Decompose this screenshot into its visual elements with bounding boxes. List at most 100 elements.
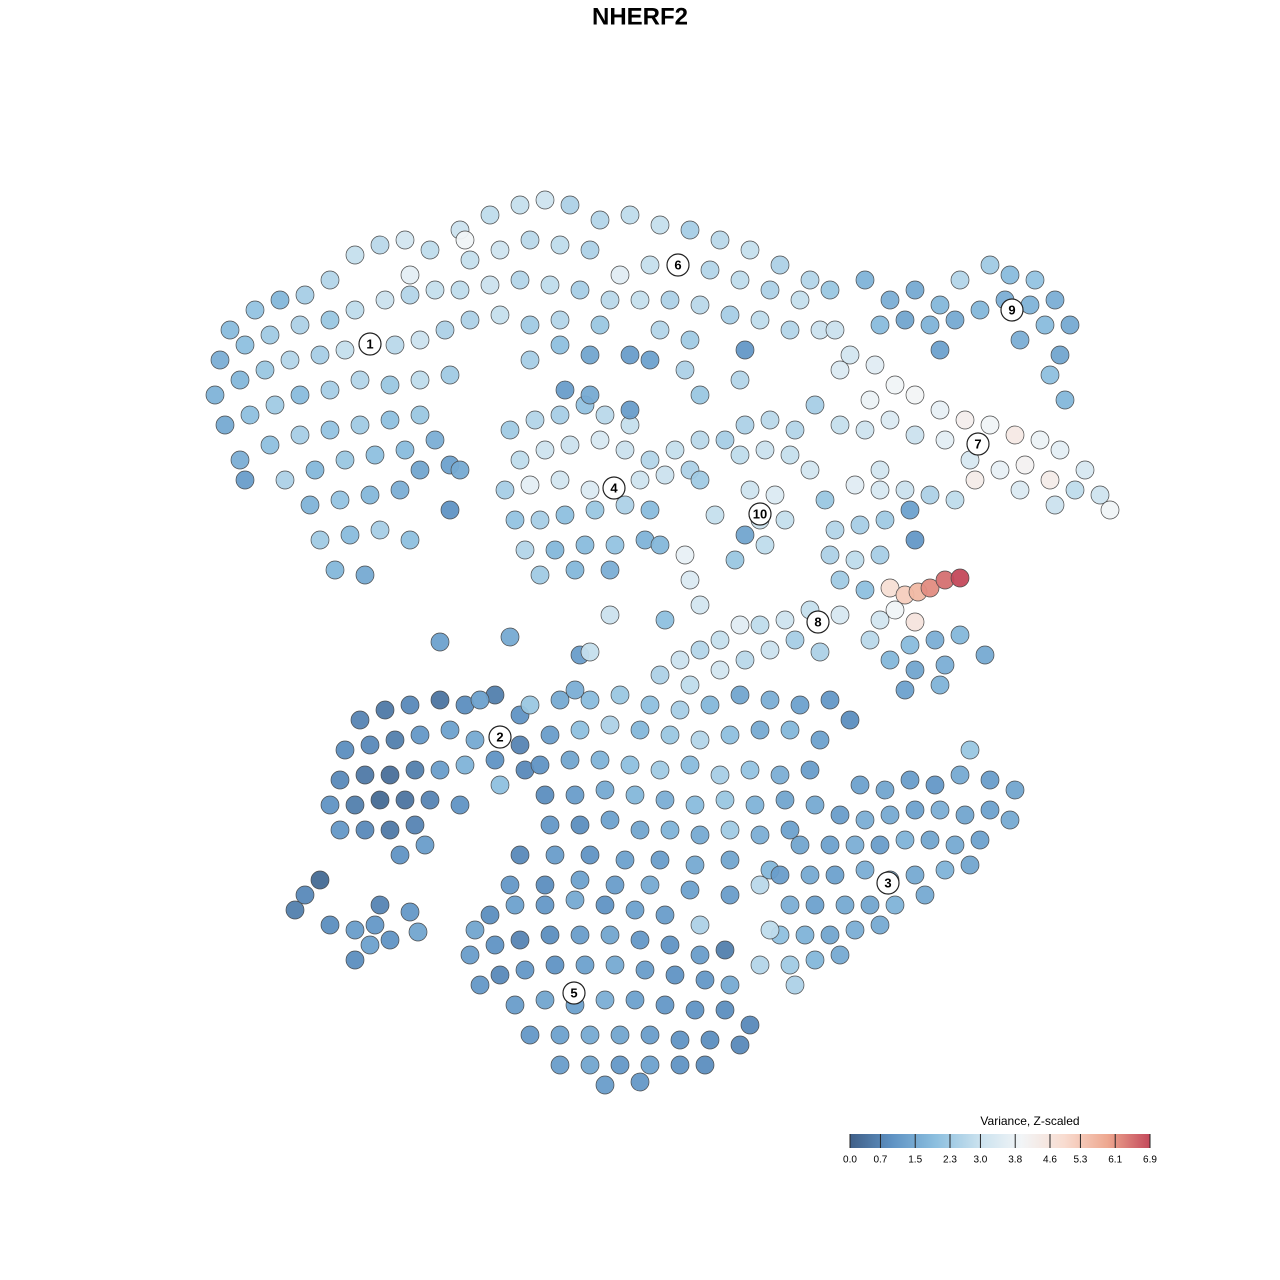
point	[390, 480, 410, 500]
cluster-label: 3	[884, 875, 891, 890]
point	[640, 500, 660, 520]
point	[560, 195, 580, 215]
point	[320, 380, 340, 400]
point	[480, 275, 500, 295]
point	[355, 765, 375, 785]
point	[535, 895, 555, 915]
point	[850, 775, 870, 795]
point	[980, 415, 1000, 435]
point	[930, 340, 950, 360]
point	[410, 370, 430, 390]
point	[920, 578, 940, 598]
point	[365, 445, 385, 465]
point	[735, 415, 755, 435]
cluster-label-badge	[488, 725, 512, 749]
point	[935, 860, 955, 880]
point	[900, 635, 920, 655]
point	[755, 535, 775, 555]
point	[825, 865, 845, 885]
point	[930, 800, 950, 820]
point	[510, 735, 530, 755]
point	[780, 820, 800, 840]
point	[660, 290, 680, 310]
point	[925, 630, 945, 650]
point	[730, 615, 750, 635]
point	[730, 1035, 750, 1055]
point	[750, 825, 770, 845]
point	[830, 360, 850, 380]
point	[960, 855, 980, 875]
point	[810, 730, 830, 750]
point	[780, 445, 800, 465]
point	[360, 935, 380, 955]
point	[505, 995, 525, 1015]
point	[905, 425, 925, 445]
point	[845, 835, 865, 855]
point	[345, 795, 365, 815]
point	[930, 400, 950, 420]
point	[935, 655, 955, 675]
point	[650, 850, 670, 870]
point	[630, 470, 650, 490]
point	[380, 375, 400, 395]
colorbar-gradient	[850, 1134, 1150, 1148]
point	[905, 660, 925, 680]
point	[955, 805, 975, 825]
point	[950, 625, 970, 645]
points	[205, 190, 1120, 1095]
point	[530, 510, 550, 530]
point	[390, 845, 410, 865]
point	[570, 815, 590, 835]
point	[935, 430, 955, 450]
point	[630, 930, 650, 950]
point	[830, 805, 850, 825]
point	[715, 790, 735, 810]
colorbar-tick-label: 2.3	[943, 1155, 957, 1166]
point	[640, 875, 660, 895]
point	[635, 960, 655, 980]
point	[1005, 780, 1025, 800]
point	[550, 335, 570, 355]
point	[925, 775, 945, 795]
point	[880, 805, 900, 825]
point	[810, 642, 830, 662]
point	[580, 480, 600, 500]
point	[755, 440, 775, 460]
point	[430, 690, 450, 710]
point	[630, 820, 650, 840]
point	[460, 310, 480, 330]
point	[730, 685, 750, 705]
point	[965, 470, 985, 490]
point	[805, 895, 825, 915]
point	[670, 700, 690, 720]
point	[880, 290, 900, 310]
point	[685, 795, 705, 815]
point	[210, 350, 230, 370]
point	[545, 845, 565, 865]
point	[950, 270, 970, 290]
point	[775, 510, 795, 530]
point	[525, 410, 545, 430]
point	[430, 632, 450, 652]
point	[395, 790, 415, 810]
point	[550, 235, 570, 255]
point	[860, 895, 880, 915]
point	[450, 280, 470, 300]
point	[720, 305, 740, 325]
point	[905, 385, 925, 405]
point	[870, 460, 890, 480]
point	[610, 265, 630, 285]
point	[345, 950, 365, 970]
cluster-label-badge	[1000, 298, 1024, 322]
point	[385, 730, 405, 750]
point	[820, 280, 840, 300]
point	[1055, 390, 1075, 410]
point	[595, 895, 615, 915]
point	[570, 870, 590, 890]
point	[640, 255, 660, 275]
point	[730, 270, 750, 290]
point	[375, 700, 395, 720]
point	[495, 480, 515, 500]
point	[400, 695, 420, 715]
point	[715, 1000, 735, 1020]
